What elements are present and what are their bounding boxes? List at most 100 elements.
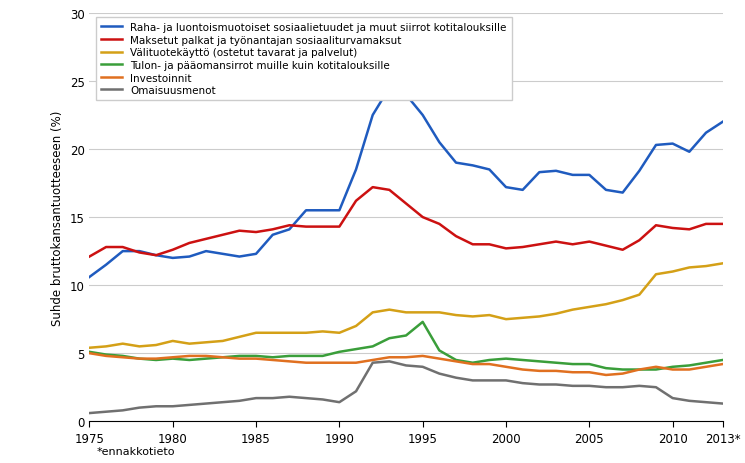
- Tulon- ja pääomansirrot muille kuin kotitalouksille: [501, 356, 510, 362]
- Raha- ja luontoismuotoiset sosiaalietuudet ja muut siirrot kotitalouksille: [135, 249, 144, 254]
- Tulon- ja pääomansirrot muille kuin kotitalouksille: [85, 349, 94, 355]
- Raha- ja luontoismuotoiset sosiaalietuudet ja muut siirrot kotitalouksille: [185, 254, 194, 260]
- Maksetut palkat ja työnantajan sosiaaliturvamaksut: [618, 247, 627, 253]
- Tulon- ja pääomansirrot muille kuin kotitalouksille: [485, 357, 494, 363]
- Tulon- ja pääomansirrot muille kuin kotitalouksille: [168, 356, 177, 362]
- Investoinnit: [618, 371, 627, 376]
- Investoinnit: [718, 362, 727, 367]
- Raha- ja luontoismuotoiset sosiaalietuudet ja muut siirrot kotitalouksille: [285, 227, 294, 232]
- Maksetut palkat ja työnantajan sosiaaliturvamaksut: [385, 188, 394, 193]
- Line: Investoinnit: Investoinnit: [89, 353, 723, 375]
- Raha- ja luontoismuotoiset sosiaalietuudet ja muut siirrot kotitalouksille: [551, 169, 560, 174]
- Välituotekäyttö (ostetut tavarat ja palvelut): [151, 343, 160, 348]
- Raha- ja luontoismuotoiset sosiaalietuudet ja muut siirrot kotitalouksille: [318, 208, 327, 213]
- Maksetut palkat ja työnantajan sosiaaliturvamaksut: [168, 247, 177, 253]
- Välituotekäyttö (ostetut tavarat ja palvelut): [168, 338, 177, 344]
- Maksetut palkat ja työnantajan sosiaaliturvamaksut: [235, 228, 244, 234]
- Omaisuusmenot: [485, 378, 494, 383]
- Maksetut palkat ja työnantajan sosiaaliturvamaksut: [485, 242, 494, 248]
- Maksetut palkat ja työnantajan sosiaaliturvamaksut: [718, 222, 727, 227]
- Omaisuusmenot: [585, 383, 594, 389]
- Investoinnit: [702, 364, 711, 370]
- Raha- ja luontoismuotoiset sosiaalietuudet ja muut siirrot kotitalouksille: [535, 170, 544, 175]
- Raha- ja luontoismuotoiset sosiaalietuudet ja muut siirrot kotitalouksille: [585, 173, 594, 178]
- Tulon- ja pääomansirrot muille kuin kotitalouksille: [235, 353, 244, 359]
- Maksetut palkat ja työnantajan sosiaaliturvamaksut: [601, 244, 610, 249]
- Välituotekäyttö (ostetut tavarat ja palvelut): [402, 310, 410, 315]
- Omaisuusmenot: [535, 382, 544, 388]
- Maksetut palkat ja työnantajan sosiaaliturvamaksut: [135, 250, 144, 256]
- Välituotekäyttö (ostetut tavarat ja palvelut): [302, 330, 311, 336]
- Omaisuusmenot: [302, 395, 311, 401]
- Tulon- ja pääomansirrot muille kuin kotitalouksille: [151, 357, 160, 363]
- Välituotekäyttö (ostetut tavarat ja palvelut): [635, 292, 644, 298]
- Välituotekäyttö (ostetut tavarat ja palvelut): [702, 264, 711, 269]
- Omaisuusmenot: [318, 397, 327, 402]
- Maksetut palkat ja työnantajan sosiaaliturvamaksut: [335, 225, 344, 230]
- Omaisuusmenot: [135, 405, 144, 411]
- Raha- ja luontoismuotoiset sosiaalietuudet ja muut siirrot kotitalouksille: [685, 150, 694, 155]
- Raha- ja luontoismuotoiset sosiaalietuudet ja muut siirrot kotitalouksille: [468, 163, 477, 169]
- Välituotekäyttö (ostetut tavarat ja palvelut): [585, 305, 594, 310]
- Välituotekäyttö (ostetut tavarat ja palvelut): [718, 261, 727, 267]
- Tulon- ja pääomansirrot muille kuin kotitalouksille: [718, 357, 727, 363]
- Omaisuusmenot: [218, 400, 227, 405]
- Välituotekäyttö (ostetut tavarat ja palvelut): [519, 315, 527, 321]
- Tulon- ja pääomansirrot muille kuin kotitalouksille: [101, 352, 110, 357]
- Välituotekäyttö (ostetut tavarat ja palvelut): [501, 317, 510, 322]
- Raha- ja luontoismuotoiset sosiaalietuudet ja muut siirrot kotitalouksille: [235, 254, 244, 260]
- Tulon- ja pääomansirrot muille kuin kotitalouksille: [468, 360, 477, 366]
- Tulon- ja pääomansirrot muille kuin kotitalouksille: [551, 360, 560, 366]
- Raha- ja luontoismuotoiset sosiaalietuudet ja muut siirrot kotitalouksille: [485, 167, 494, 173]
- Raha- ja luontoismuotoiset sosiaalietuudet ja muut siirrot kotitalouksille: [702, 131, 711, 136]
- Maksetut palkat ja työnantajan sosiaaliturvamaksut: [352, 199, 361, 204]
- Välituotekäyttö (ostetut tavarat ja palvelut): [652, 272, 661, 277]
- Raha- ja luontoismuotoiset sosiaalietuudet ja muut siirrot kotitalouksille: [601, 188, 610, 193]
- Investoinnit: [668, 367, 677, 373]
- Omaisuusmenot: [368, 360, 377, 366]
- Line: Välituotekäyttö (ostetut tavarat ja palvelut): Välituotekäyttö (ostetut tavarat ja palv…: [89, 264, 723, 348]
- Raha- ja luontoismuotoiset sosiaalietuudet ja muut siirrot kotitalouksille: [218, 251, 227, 257]
- Omaisuusmenot: [118, 408, 127, 413]
- Tulon- ja pääomansirrot muille kuin kotitalouksille: [685, 363, 694, 369]
- Raha- ja luontoismuotoiset sosiaalietuudet ja muut siirrot kotitalouksille: [418, 113, 427, 119]
- Omaisuusmenot: [402, 363, 410, 369]
- Line: Raha- ja luontoismuotoiset sosiaalietuudet ja muut siirrot kotitalouksille: Raha- ja luontoismuotoiset sosiaalietuud…: [89, 88, 723, 277]
- Maksetut palkat ja työnantajan sosiaaliturvamaksut: [402, 201, 410, 207]
- Välituotekäyttö (ostetut tavarat ja palvelut): [202, 340, 211, 345]
- Y-axis label: Suhde bruttokansantuotteeseen (%): Suhde bruttokansantuotteeseen (%): [51, 110, 64, 325]
- Maksetut palkat ja työnantajan sosiaaliturvamaksut: [218, 232, 227, 238]
- Maksetut palkat ja työnantajan sosiaaliturvamaksut: [151, 253, 160, 258]
- Maksetut palkat ja työnantajan sosiaaliturvamaksut: [285, 223, 294, 229]
- Tulon- ja pääomansirrot muille kuin kotitalouksille: [668, 364, 677, 370]
- Investoinnit: [601, 372, 610, 378]
- Omaisuusmenot: [385, 359, 394, 364]
- Investoinnit: [352, 360, 361, 366]
- Maksetut palkat ja työnantajan sosiaaliturvamaksut: [501, 246, 510, 251]
- Välituotekäyttö (ostetut tavarat ja palvelut): [252, 330, 261, 336]
- Omaisuusmenot: [168, 404, 177, 409]
- Investoinnit: [435, 356, 444, 362]
- Välituotekäyttö (ostetut tavarat ja palvelut): [235, 334, 244, 340]
- Välituotekäyttö (ostetut tavarat ja palvelut): [685, 265, 694, 271]
- Tulon- ja pääomansirrot muille kuin kotitalouksille: [368, 344, 377, 350]
- Omaisuusmenot: [151, 404, 160, 409]
- Maksetut palkat ja työnantajan sosiaaliturvamaksut: [435, 222, 444, 227]
- Raha- ja luontoismuotoiset sosiaalietuudet ja muut siirrot kotitalouksille: [202, 249, 211, 254]
- Investoinnit: [652, 364, 661, 370]
- Text: *ennakkotieto: *ennakkotieto: [97, 446, 175, 456]
- Maksetut palkat ja työnantajan sosiaaliturvamaksut: [535, 242, 544, 248]
- Omaisuusmenot: [668, 395, 677, 401]
- Investoinnit: [135, 356, 144, 362]
- Omaisuusmenot: [618, 385, 627, 390]
- Omaisuusmenot: [685, 398, 694, 404]
- Tulon- ja pääomansirrot muille kuin kotitalouksille: [335, 349, 344, 355]
- Raha- ja luontoismuotoiset sosiaalietuudet ja muut siirrot kotitalouksille: [519, 188, 527, 193]
- Välituotekäyttö (ostetut tavarat ja palvelut): [135, 344, 144, 350]
- Välituotekäyttö (ostetut tavarat ja palvelut): [418, 310, 427, 315]
- Raha- ja luontoismuotoiset sosiaalietuudet ja muut siirrot kotitalouksille: [335, 208, 344, 213]
- Maksetut palkat ja työnantajan sosiaaliturvamaksut: [668, 225, 677, 231]
- Investoinnit: [118, 355, 127, 360]
- Raha- ja luontoismuotoiset sosiaalietuudet ja muut siirrot kotitalouksille: [352, 167, 361, 173]
- Maksetut palkat ja työnantajan sosiaaliturvamaksut: [568, 242, 577, 248]
